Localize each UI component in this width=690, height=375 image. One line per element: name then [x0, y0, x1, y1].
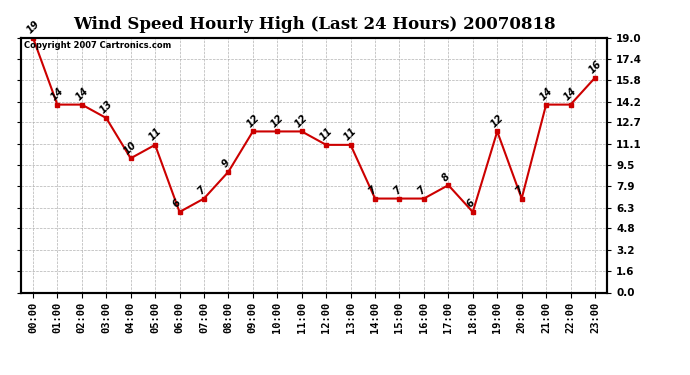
- Text: 11: 11: [318, 126, 335, 143]
- Text: 14: 14: [49, 86, 66, 102]
- Text: 16: 16: [586, 59, 603, 76]
- Text: 11: 11: [147, 126, 164, 143]
- Text: 12: 12: [489, 112, 506, 129]
- Text: Copyright 2007 Cartronics.com: Copyright 2007 Cartronics.com: [23, 41, 171, 50]
- Text: 11: 11: [342, 126, 359, 143]
- Text: 10: 10: [122, 140, 139, 156]
- Text: 13: 13: [98, 99, 115, 116]
- Text: 7: 7: [513, 184, 525, 196]
- Text: 14: 14: [538, 86, 554, 102]
- Text: 12: 12: [244, 112, 261, 129]
- Text: 12: 12: [269, 112, 286, 129]
- Text: 7: 7: [391, 184, 403, 196]
- Text: 7: 7: [366, 184, 379, 196]
- Text: 7: 7: [196, 184, 208, 196]
- Text: 7: 7: [415, 184, 427, 196]
- Text: 6: 6: [464, 198, 476, 210]
- Text: 19: 19: [25, 19, 41, 35]
- Text: 12: 12: [293, 112, 310, 129]
- Text: 6: 6: [171, 198, 183, 210]
- Text: 8: 8: [440, 171, 452, 183]
- Text: 14: 14: [562, 86, 579, 102]
- Title: Wind Speed Hourly High (Last 24 Hours) 20070818: Wind Speed Hourly High (Last 24 Hours) 2…: [72, 16, 555, 33]
- Text: 9: 9: [220, 158, 232, 170]
- Text: 14: 14: [73, 86, 90, 102]
